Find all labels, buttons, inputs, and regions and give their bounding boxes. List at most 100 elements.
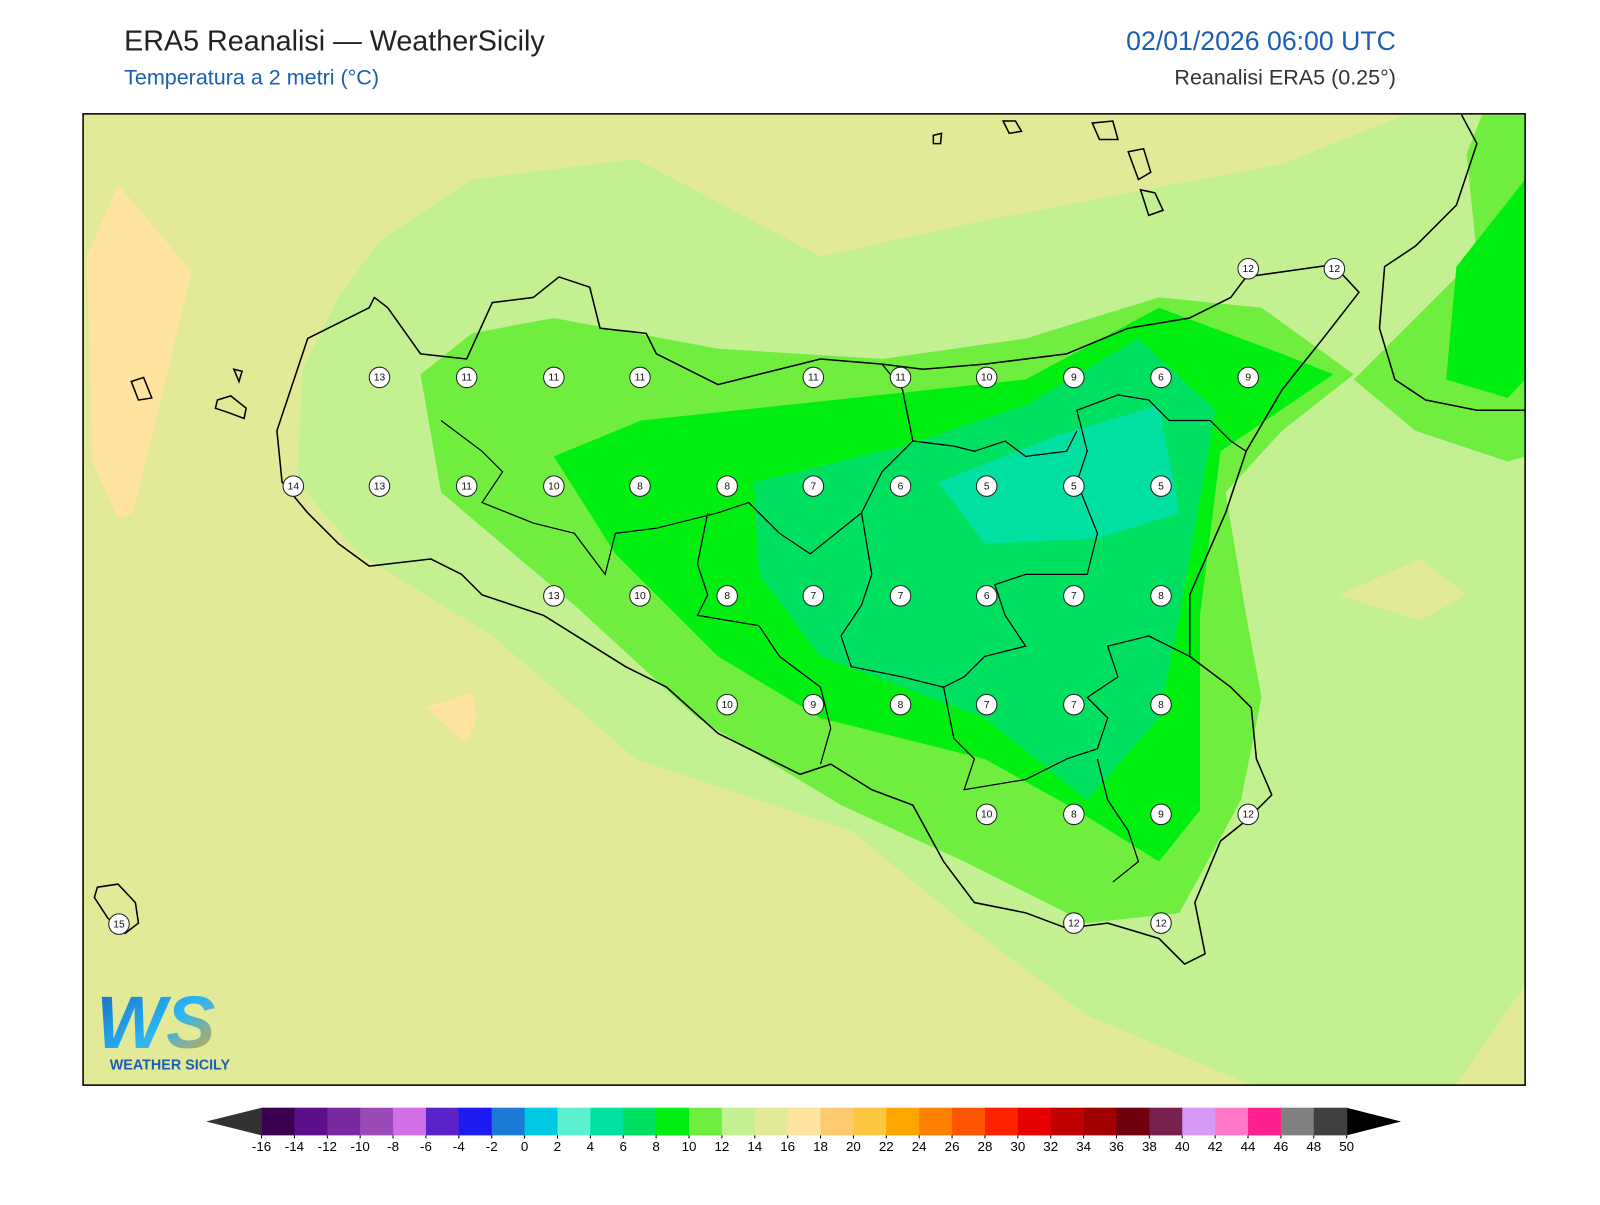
station-marker	[975, 475, 998, 497]
colorbar-tick-label: -8	[387, 1139, 399, 1154]
station-marker	[543, 366, 565, 389]
colorbar-tick-label: -2	[486, 1139, 498, 1154]
station-value: 7	[1071, 591, 1077, 602]
colorbar-box	[820, 1107, 854, 1136]
station-value: 8	[1158, 591, 1164, 602]
colorbar-tick-label: 18	[813, 1139, 828, 1154]
colorbar-box	[1149, 1107, 1183, 1136]
colorbar-tick-label: 48	[1306, 1139, 1321, 1154]
colorbar-tick-label: 34	[1076, 1139, 1091, 1154]
station-value: 9	[1245, 373, 1251, 384]
colorbar-tick-label: 26	[945, 1139, 960, 1154]
field-band	[1338, 558, 1467, 621]
station-value: 6	[898, 481, 904, 492]
station-marker	[1150, 475, 1172, 497]
colorbar-box	[656, 1107, 690, 1136]
colorbar-box	[360, 1107, 394, 1136]
colorbar-box	[1313, 1107, 1348, 1136]
colorbar: -16 -14 -12 -10 -8 -6 -4 -2 0 2 4 6 8 10 12 14 16 18 20 22 2…	[206, 1107, 1402, 1154]
station-marker	[1237, 803, 1259, 826]
colorbar-box	[721, 1107, 756, 1136]
island	[1001, 120, 1023, 135]
colorbar-tick-label: 36	[1109, 1139, 1124, 1154]
station-value: 6	[984, 591, 990, 602]
colorbar-box	[393, 1107, 427, 1136]
field-band	[1446, 179, 1526, 398]
colorbar-box	[1215, 1107, 1249, 1136]
station-value: 12	[1243, 810, 1255, 821]
logo-mark: WS	[96, 981, 215, 1064]
island	[1127, 147, 1152, 181]
station-value: 13	[548, 591, 560, 602]
colorbar-tick-label: 40	[1175, 1139, 1190, 1154]
station-value: 11	[461, 481, 472, 492]
colorbar-box	[919, 1107, 953, 1136]
station-value: 7	[1071, 700, 1077, 711]
station-marker	[889, 366, 912, 389]
station-marker	[975, 366, 998, 389]
station-marker	[1150, 585, 1172, 607]
colorbar-box	[754, 1107, 789, 1136]
province-border	[440, 363, 914, 576]
island	[932, 132, 943, 145]
station-marker	[889, 693, 912, 716]
station-marker	[629, 366, 651, 389]
station-value: 8	[898, 700, 904, 711]
colorbar-tick-label: 6	[620, 1139, 627, 1154]
station-marker	[629, 475, 651, 497]
province-border	[696, 512, 832, 765]
island	[1139, 188, 1165, 217]
colorbar-tick-label: 12	[714, 1139, 729, 1154]
station-marker	[368, 475, 391, 497]
province-border	[1096, 758, 1140, 883]
station-value: 11	[635, 373, 646, 384]
colorbar-box	[787, 1107, 822, 1136]
map-frame	[82, 113, 1526, 1086]
station-value: 10	[548, 481, 560, 492]
colorbar-tick-label: 22	[879, 1139, 894, 1154]
station-value: 5	[1071, 481, 1077, 492]
colorbar-box	[491, 1107, 526, 1136]
station-marker	[629, 585, 651, 607]
island	[214, 395, 247, 420]
colorbar-box	[1280, 1107, 1315, 1136]
station-value: 11	[461, 373, 472, 384]
coastline	[1378, 114, 1526, 412]
colorbar-tick-label: 50	[1339, 1139, 1354, 1154]
station-value: 11	[895, 373, 906, 384]
colorbar-tick-label: 24	[912, 1139, 927, 1154]
station-marker	[716, 693, 738, 716]
station-value: 7	[810, 591, 816, 602]
colorbar-box	[261, 1107, 295, 1136]
field-band	[87, 184, 192, 518]
station-marker	[1063, 585, 1085, 607]
station-value: 5	[984, 481, 990, 492]
station-value: 8	[724, 591, 730, 602]
island	[93, 883, 140, 935]
station-value: 12	[1329, 264, 1341, 275]
island	[130, 376, 153, 401]
station-marker	[543, 475, 565, 497]
colorbar-box	[952, 1107, 986, 1136]
colorbar-tick-label: 16	[780, 1139, 795, 1154]
colorbar-box	[1116, 1107, 1150, 1136]
station-value: 9	[1158, 810, 1164, 821]
station-value: 8	[1158, 700, 1164, 711]
island	[232, 368, 244, 384]
station-marker	[889, 475, 912, 497]
colorbar-under	[206, 1107, 262, 1136]
station-value: 11	[549, 373, 560, 384]
station-marker	[1150, 366, 1172, 389]
colorbar-tick-label: 20	[846, 1139, 861, 1154]
colorbar-tick-label: 28	[978, 1139, 993, 1154]
colorbar-box	[984, 1107, 1019, 1136]
province-border	[901, 389, 1078, 458]
map-subtitle: Temperatura a 2 metri (°C)	[124, 66, 379, 90]
station-marker	[282, 475, 305, 497]
station-value: 13	[374, 481, 386, 492]
station-marker	[455, 475, 478, 497]
station-marker	[802, 585, 825, 607]
colorbar-tick-label: 42	[1208, 1139, 1223, 1154]
station-marker	[1237, 366, 1259, 389]
